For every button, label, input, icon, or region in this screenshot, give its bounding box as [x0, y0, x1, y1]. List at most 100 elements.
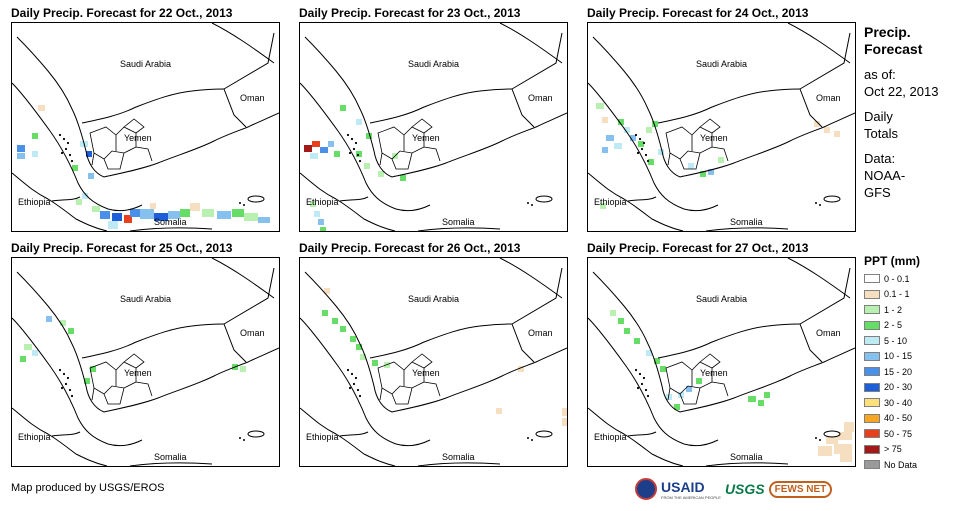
yemen-governorates: [665, 353, 729, 405]
precip-cell: [84, 378, 90, 384]
border-uae: [499, 258, 563, 299]
info-heading-2: Forecast: [864, 41, 923, 57]
coastline-somalia: [129, 227, 213, 231]
precip-cell: [88, 173, 94, 179]
border-ethiopia: [588, 172, 684, 231]
precip-cell: [340, 326, 346, 332]
coastline-arabia-west: [304, 36, 393, 178]
island-dot: [354, 376, 358, 380]
legend-label: 40 - 50: [884, 413, 913, 424]
precip-cell: [240, 366, 246, 372]
island-dot: [356, 153, 360, 157]
legend-swatch: [864, 305, 880, 315]
label-ethiopia: Ethiopia: [18, 432, 51, 442]
precip-cell: [320, 227, 326, 231]
data-source-1: NOAA-: [864, 168, 906, 183]
precip-cell: [328, 141, 334, 147]
data-label: Data:: [864, 151, 896, 166]
precip-cell: [168, 211, 180, 219]
usaid-logo-text: USAID: [661, 478, 705, 495]
coastline-africa: [300, 82, 431, 212]
border-ethiopia: [12, 172, 108, 231]
precip-cell: [324, 288, 330, 294]
yemen-governorates: [89, 353, 153, 405]
island-dot: [350, 137, 354, 141]
map-svg: Saudi Arabia Oman Yemen Ethiopia Somalia: [588, 258, 855, 466]
precip-cell: [496, 408, 502, 414]
legend-item: 15 - 20: [864, 364, 920, 380]
label-saudi-arabia: Saudi Arabia: [120, 59, 171, 69]
legend-title: PPT (mm): [864, 254, 921, 268]
label-saudi-arabia: Saudi Arabia: [696, 59, 747, 69]
precip-cell: [314, 211, 320, 217]
forecast-panel-22oct: Daily Precip. Forecast for 22 Oct., 2013…: [11, 6, 291, 238]
border-yemen-oman: [511, 88, 535, 128]
legend-swatch: [864, 320, 880, 330]
border-eritrea: [627, 431, 657, 437]
island-dot: [646, 394, 650, 398]
precip-cell: [360, 354, 366, 360]
forecast-panel-26oct: Daily Precip. Forecast for 26 Oct., 2013…: [299, 241, 579, 473]
border-uae: [787, 23, 851, 64]
coastline-somalia: [705, 227, 789, 231]
legend-swatch: [864, 398, 880, 408]
precip-cell: [666, 394, 672, 400]
precip-cell: [618, 119, 624, 125]
precip-cell: [674, 404, 680, 410]
coastline-somalia: [417, 462, 501, 466]
precip-cell: [614, 143, 622, 149]
precip-cell: [86, 151, 92, 157]
precip-cell: [696, 378, 702, 384]
precip-cell: [46, 316, 52, 322]
label-saudi-arabia: Saudi Arabia: [408, 294, 459, 304]
label-somalia: Somalia: [442, 217, 475, 227]
precip-cell: [562, 418, 567, 426]
island-dot: [68, 153, 72, 157]
legend-label: 0.1 - 1: [884, 289, 910, 300]
legend-item: 2 - 5: [864, 318, 920, 334]
forecast-panel-24oct: Daily Precip. Forecast for 24 Oct., 2013…: [587, 6, 867, 238]
island-dot: [352, 382, 356, 386]
precip-cell: [838, 432, 852, 440]
island-dot: [640, 382, 644, 386]
label-somalia: Somalia: [154, 452, 187, 462]
border-saudi-oman: [799, 267, 851, 325]
legend-label: No Data: [884, 459, 918, 470]
precip-cell: [834, 444, 852, 454]
border-yemen-oman: [223, 323, 247, 363]
label-ethiopia: Ethiopia: [18, 197, 51, 207]
precip-cell: [764, 392, 770, 398]
precip-cell: [310, 201, 316, 207]
island-dot: [68, 388, 72, 392]
precip-cell: [758, 400, 764, 406]
island-dot: [527, 202, 529, 204]
forecast-info: Precip. Forecast as of: Oct 22, 2013 Dai…: [864, 24, 938, 201]
precip-cell: [190, 203, 200, 211]
asof-label: as of:: [864, 67, 896, 82]
precip-cell: [82, 193, 88, 199]
label-yemen: Yemen: [124, 368, 152, 378]
forecast-panel-25oct: Daily Precip. Forecast for 25 Oct., 2013…: [11, 241, 291, 473]
label-oman: Oman: [528, 328, 553, 338]
border-saudi-yemen: [657, 323, 801, 359]
island-dot: [64, 382, 68, 386]
usaid-seal-icon: [635, 478, 657, 500]
border-saudi-oman: [223, 32, 275, 90]
label-saudi-arabia: Saudi Arabia: [696, 294, 747, 304]
label-yemen: Yemen: [412, 133, 440, 143]
border-saudi-oman: [511, 267, 563, 325]
precip-cell: [217, 211, 231, 219]
map-svg: Saudi Arabia Oman Yemen Ethiopia Somalia: [12, 23, 279, 231]
precip-cell: [72, 165, 78, 171]
label-saudi-arabia: Saudi Arabia: [120, 294, 171, 304]
island-dot: [531, 439, 533, 441]
legend-swatch: [864, 413, 880, 423]
label-ethiopia: Ethiopia: [594, 197, 627, 207]
legend-label: 0 - 0.1: [884, 273, 910, 284]
precip-cell: [658, 149, 664, 155]
coastline-africa: [588, 82, 719, 212]
coastline-yemen-south: [679, 112, 855, 178]
legend-label: 50 - 75: [884, 428, 913, 439]
border-yemen-oman: [511, 323, 535, 363]
precip-cell: [332, 318, 338, 324]
